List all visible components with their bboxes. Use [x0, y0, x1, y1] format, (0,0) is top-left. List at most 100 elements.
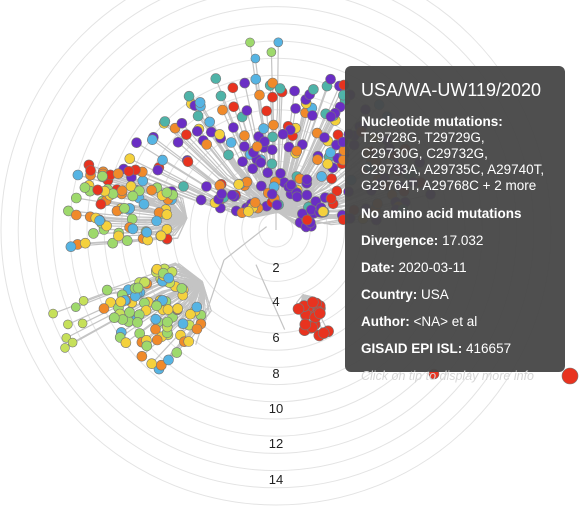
sample-tip[interactable]	[299, 318, 312, 331]
sample-tip[interactable]	[138, 198, 150, 210]
sample-tip[interactable]	[266, 188, 278, 200]
sample-tip[interactable]	[150, 323, 161, 335]
sample-tip[interactable]	[301, 174, 313, 185]
sample-tip[interactable]	[185, 308, 196, 320]
sample-tip[interactable]	[163, 272, 174, 284]
sample-tip[interactable]	[177, 318, 189, 330]
sample-tip[interactable]	[191, 301, 203, 313]
sample-tip[interactable]	[274, 83, 286, 94]
sample-tip[interactable]	[176, 283, 188, 294]
sample-tip[interactable]	[162, 316, 173, 328]
sample-tip[interactable]	[301, 189, 313, 201]
sample-tip[interactable]	[210, 73, 222, 84]
sample-tip[interactable]	[159, 116, 171, 127]
sample-tip[interactable]	[267, 91, 278, 103]
sample-tip[interactable]	[109, 312, 120, 324]
sample-tip[interactable]	[325, 147, 336, 158]
sample-tip[interactable]	[191, 323, 203, 335]
sample-tip[interactable]	[239, 77, 250, 89]
sample-tip[interactable]	[267, 131, 278, 143]
sample-tip[interactable]	[325, 111, 337, 122]
sample-tip[interactable]	[80, 237, 91, 249]
sample-tip[interactable]	[250, 53, 261, 64]
sample-tip[interactable]	[239, 141, 250, 152]
sample-tip[interactable]	[136, 350, 148, 362]
sample-tip[interactable]	[157, 154, 168, 166]
sample-tip[interactable]	[172, 137, 184, 148]
sample-tip[interactable]	[316, 171, 327, 182]
sample-tip[interactable]	[217, 104, 228, 116]
sample-tip[interactable]	[255, 180, 267, 192]
sample-tip[interactable]	[325, 73, 336, 85]
sample-tip[interactable]	[266, 47, 277, 58]
sample-tip[interactable]	[127, 190, 139, 202]
sample-tip[interactable]	[60, 343, 70, 353]
sample-tip[interactable]	[112, 168, 124, 179]
sample-tip[interactable]	[183, 90, 195, 102]
sample-tip[interactable]	[147, 134, 158, 145]
sample-tip[interactable]	[195, 194, 207, 206]
sample-tip[interactable]	[228, 101, 239, 113]
sample-tip[interactable]	[255, 157, 267, 168]
sample-tip[interactable]	[115, 296, 127, 308]
sample-tip[interactable]	[326, 173, 338, 184]
sample-tip[interactable]	[227, 82, 239, 94]
sample-tip[interactable]	[48, 308, 58, 319]
sample-tip[interactable]	[243, 206, 254, 217]
highlighted-tip[interactable]	[561, 367, 579, 385]
sample-tip[interactable]	[162, 304, 174, 315]
sample-tip[interactable]	[107, 237, 118, 249]
sample-tip[interactable]	[161, 187, 173, 198]
sample-tip[interactable]	[285, 179, 297, 191]
sample-tip[interactable]	[289, 85, 300, 97]
sample-tip[interactable]	[201, 139, 212, 150]
sample-tip[interactable]	[113, 230, 124, 242]
sample-tip[interactable]	[225, 137, 237, 148]
sample-tip[interactable]	[182, 156, 194, 168]
sample-tip[interactable]	[127, 223, 139, 235]
sample-tip[interactable]	[241, 105, 253, 116]
sample-tip[interactable]	[151, 215, 162, 227]
sample-tip[interactable]	[266, 144, 278, 156]
sample-tip[interactable]	[78, 295, 89, 306]
sample-tip[interactable]	[98, 303, 110, 314]
sample-tip[interactable]	[306, 296, 319, 309]
sample-tip[interactable]	[67, 337, 78, 348]
sample-tip[interactable]	[71, 192, 82, 204]
sample-tip[interactable]	[97, 170, 108, 182]
sample-tip[interactable]	[132, 282, 144, 294]
sample-tip[interactable]	[259, 136, 270, 147]
sample-tip[interactable]	[176, 118, 188, 129]
sample-tip[interactable]	[301, 214, 313, 226]
sample-tip[interactable]	[163, 354, 174, 366]
sample-tip[interactable]	[120, 337, 132, 349]
sample-tip[interactable]	[237, 156, 248, 167]
sample-tip[interactable]	[192, 126, 203, 137]
sample-tip[interactable]	[266, 158, 278, 170]
sample-tip[interactable]	[226, 189, 238, 201]
sample-tip[interactable]	[132, 317, 143, 328]
sample-tip[interactable]	[215, 90, 227, 102]
sample-tip[interactable]	[314, 307, 326, 320]
sample-tip[interactable]	[192, 110, 204, 122]
sample-tip[interactable]	[331, 185, 343, 197]
sample-tip[interactable]	[308, 84, 319, 95]
sample-tip[interactable]	[267, 77, 278, 89]
sample-tip[interactable]	[155, 230, 167, 242]
sample-tip[interactable]	[273, 37, 284, 48]
sample-tip[interactable]	[122, 235, 133, 246]
sample-tip[interactable]	[161, 209, 173, 220]
sample-tip[interactable]	[312, 154, 323, 165]
sample-tip[interactable]	[250, 73, 262, 85]
sample-tip[interactable]	[319, 132, 330, 143]
sample-tip[interactable]	[214, 129, 225, 140]
sample-tip[interactable]	[72, 169, 84, 181]
sample-tip[interactable]	[151, 334, 163, 346]
sample-tip[interactable]	[94, 215, 105, 226]
sample-tip[interactable]	[156, 359, 167, 371]
sample-tip[interactable]	[258, 123, 269, 134]
sample-tip[interactable]	[216, 188, 227, 200]
sample-tip[interactable]	[124, 306, 135, 318]
sample-tip[interactable]	[137, 175, 149, 187]
sample-tip[interactable]	[85, 165, 96, 176]
